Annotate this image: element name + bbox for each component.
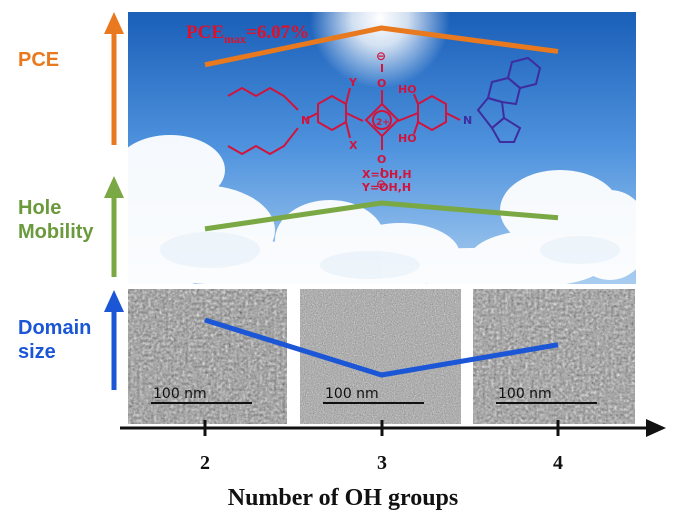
oxide-top: O [377, 77, 386, 90]
pce-max-annotation: PCEmax=6.07% [186, 22, 309, 47]
sun-glow [310, 0, 450, 88]
domain-size-trend-line [204, 317, 559, 378]
benzene-ring-2 [506, 56, 542, 90]
domain-size-label: Domain size [18, 316, 91, 364]
y-definition: Y=OH,H [361, 181, 411, 194]
pce-label: PCE [18, 49, 60, 71]
oxide-bottom: O [377, 153, 386, 166]
x-axis-label: Number of OH groups [227, 485, 459, 511]
x-tick-2: 2 [200, 452, 210, 474]
butyl-chain-top [227, 86, 299, 111]
hydroxyl-top: HO [398, 83, 417, 96]
amine-n-right: N [463, 114, 472, 127]
hole-mobility-trend-line [204, 200, 559, 232]
amine-n-left: N [301, 114, 310, 127]
butyl-chain-bottom [227, 127, 299, 156]
tem-image-1 [128, 289, 287, 424]
pce-max-prefix: PCE [186, 22, 224, 43]
fused-ring-system [476, 56, 542, 143]
pce-max-value: =6.07% [246, 22, 310, 43]
scale-label-2: 100 nm [325, 386, 379, 402]
domain-size-arrow [104, 290, 124, 390]
domain-size-label-line1: Domain [18, 317, 92, 339]
molecule-structure [227, 64, 461, 176]
x-tick-3: 3 [377, 452, 387, 474]
scale-label-3: 100 nm [498, 386, 552, 402]
minus-bottom: ⊖ [376, 177, 386, 191]
hydroxyl-bottom: HO [398, 132, 417, 145]
x-definition: X=OH,H [362, 168, 412, 181]
trend-lines [204, 25, 559, 378]
charge-label: 2+ [376, 118, 390, 128]
cloud-shading [160, 232, 620, 279]
clouds [100, 135, 650, 290]
pce-arrow [104, 12, 124, 145]
hole-mobility-arrow [104, 176, 124, 277]
pce-max-subscript: max [224, 31, 246, 46]
pyrrole-ring [476, 96, 506, 130]
x-tick-4: 4 [553, 452, 563, 474]
pce-trend-line [204, 25, 559, 68]
scale-label-1: 100 nm [153, 386, 207, 402]
substituent-y-label: Y [348, 76, 358, 89]
hole-mobility-label-line2: Mobility [18, 221, 94, 243]
substituent-x-label: X [349, 139, 358, 152]
hole-mobility-label-line1: Hole [18, 197, 62, 219]
domain-size-label-line2: size [18, 341, 56, 363]
minus-top: ⊖ [376, 49, 386, 63]
cyclopentane-ring [490, 116, 522, 143]
hole-mobility-label: Hole Mobility [18, 196, 94, 244]
x-axis [120, 419, 666, 437]
